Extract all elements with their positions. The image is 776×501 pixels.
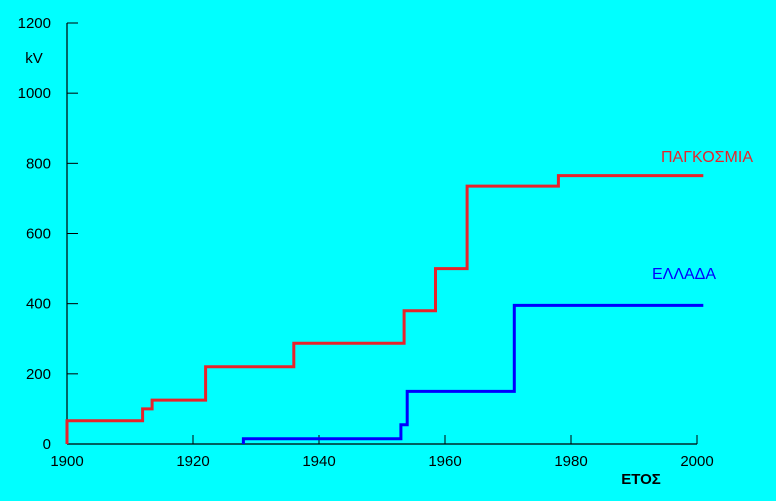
y-tick-label: 800 <box>26 155 51 172</box>
series-line-1 <box>241 303 704 444</box>
x-tick-label: 1960 <box>428 453 461 470</box>
y-unit-label: kV <box>25 50 43 67</box>
series-label-ellada: ΕΛΛΑΔΑ <box>652 266 716 283</box>
y-tick-label: 1000 <box>18 85 51 102</box>
y-tick-label: 400 <box>26 296 51 313</box>
series-line-0 <box>65 174 704 444</box>
x-tick-label: 1920 <box>176 453 209 470</box>
x-axis-title: ΕΤΟΣ <box>621 471 661 488</box>
x-tick-label: 1940 <box>302 453 335 470</box>
series-label-pagkosmia: ΠΑΓΚΟΣΜΙΑ <box>661 149 753 166</box>
axes: 0 200 400 600 800 1000 1200 1900 1920 1940 1960 198… <box>18 15 714 470</box>
x-tick-label: 1900 <box>50 453 83 470</box>
y-tick-label: 600 <box>26 226 51 243</box>
y-tick-label: 1200 <box>18 15 51 32</box>
x-tick-label: 1980 <box>554 453 587 470</box>
y-tick-label: 0 <box>43 436 51 453</box>
y-tick-label: 200 <box>26 366 51 383</box>
series-lines <box>65 174 704 444</box>
x-tick-label: 2000 <box>680 453 713 470</box>
